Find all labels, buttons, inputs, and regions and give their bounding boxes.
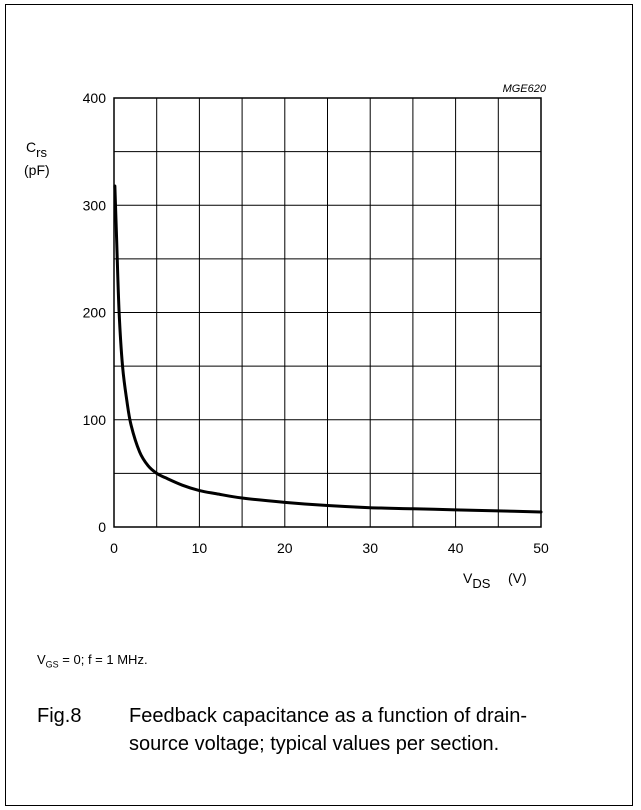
test-conditions: VGS = 0; f = 1 MHz. [37,652,148,670]
y-tick-label: 100 [83,412,107,428]
figure-id: MGE620 [503,83,547,95]
x-tick-label: 20 [277,540,293,556]
x-tick-label: 0 [110,540,118,556]
x-tick-label: 30 [362,540,378,556]
y-tick-label: 300 [83,197,107,213]
y-tick-label: 200 [83,305,107,321]
x-tick-label: 50 [533,540,549,556]
x-axis-label: VDS [463,570,491,591]
x-axis-unit: (V) [508,570,527,586]
tick-labels: 0 10 20 30 40 50 0 100 200 300 400 [83,90,549,556]
y-tick-label: 400 [83,90,107,106]
plot-border [113,97,542,528]
caption-text: Feedback capacitance as a function of dr… [129,705,528,755]
x-tick-label: 40 [448,540,464,556]
figure-number: Fig.8 [37,705,82,727]
y-axis-unit: (pF) [24,162,50,178]
x-tick-label: 10 [192,540,208,556]
y-axis-label: Crs [26,139,47,160]
series-line-crs [113,184,543,514]
chart-grid [113,97,542,528]
y-tick-label: 0 [98,519,106,535]
figure-frame [5,4,633,806]
